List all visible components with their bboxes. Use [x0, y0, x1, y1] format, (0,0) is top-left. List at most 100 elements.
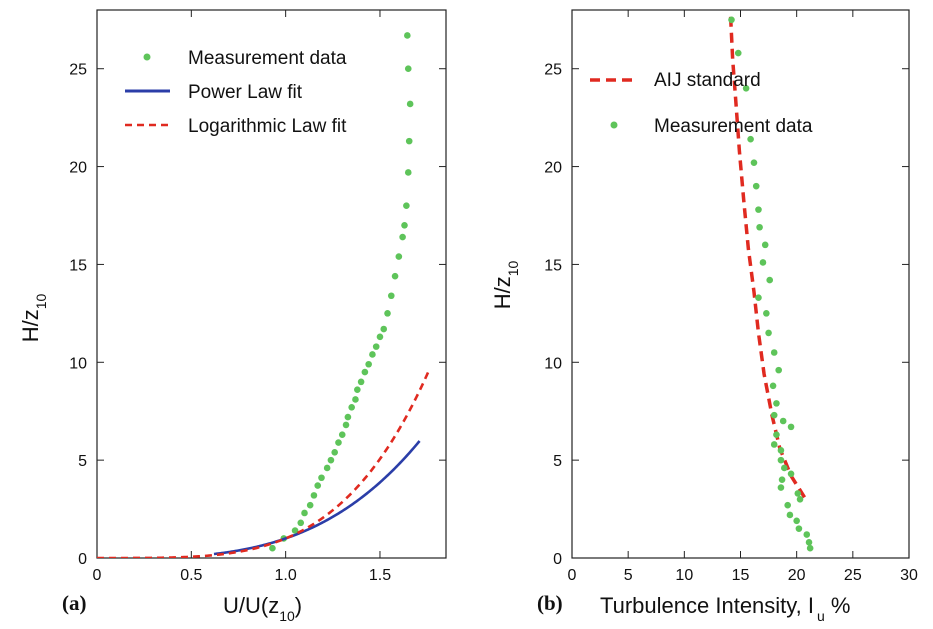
- data-point: [401, 221, 408, 229]
- data-point: [784, 501, 791, 509]
- data-point: [269, 544, 276, 552]
- plot-area: [728, 11, 814, 552]
- y-tick-label: 20: [544, 160, 562, 177]
- data-point: [752, 182, 760, 190]
- data-point: [365, 360, 372, 368]
- data-point: [773, 400, 780, 407]
- data-point: [301, 509, 308, 517]
- panel-a-ticks: 0 0.5 1.0 1.5 0 5 10 15 20 25: [69, 10, 446, 584]
- data-point: [380, 325, 388, 333]
- series-line-power-law-fit: [213, 440, 421, 556]
- panel-b-plot-frame: [571, 9, 910, 559]
- legend-aij-label: AIJ standard: [654, 70, 761, 91]
- y-tick-label: 15: [544, 257, 562, 274]
- x-tick-label: 5: [624, 567, 633, 584]
- data-point: [403, 202, 410, 210]
- data-point: [406, 100, 414, 108]
- data-point: [335, 439, 342, 446]
- x-tick-label: 1.5: [369, 567, 391, 584]
- x-tick-label: 30: [900, 567, 918, 584]
- panel-b-marks: [728, 11, 814, 552]
- data-point: [348, 404, 355, 411]
- data-point: [376, 333, 384, 341]
- data-point: [291, 527, 299, 534]
- data-point: [795, 525, 803, 532]
- data-point: [770, 411, 778, 419]
- data-point: [387, 292, 395, 300]
- data-point: [778, 476, 786, 484]
- data-point: [770, 349, 778, 356]
- x-tick-label: 10: [675, 567, 693, 584]
- data-point: [761, 241, 769, 249]
- data-point: [769, 382, 777, 390]
- data-point: [344, 413, 352, 421]
- x-tick-label: 20: [788, 567, 806, 584]
- y-tick-label: 25: [69, 62, 87, 79]
- x-tick-label: 0.5: [180, 567, 202, 584]
- data-point: [310, 492, 318, 499]
- data-point: [787, 470, 795, 478]
- x-tick-label: 25: [844, 567, 862, 584]
- data-point: [734, 49, 742, 57]
- panel-a-marks: [97, 32, 431, 558]
- data-point: [372, 343, 380, 350]
- x-tick-label: 0: [568, 567, 577, 584]
- data-point: [352, 396, 359, 403]
- legend-power-label: Power Law fit: [188, 82, 303, 103]
- y-tick-label: 5: [78, 453, 87, 470]
- y-tick-label: 15: [69, 257, 87, 274]
- x-tick-label: 0: [93, 567, 102, 584]
- data-point: [805, 539, 813, 546]
- y-tick-label: 5: [553, 453, 562, 470]
- y-tick-label: 10: [544, 355, 562, 372]
- legend-measurement-marker: [143, 53, 151, 61]
- data-point: [775, 366, 782, 374]
- y-tick-label: 20: [69, 160, 87, 177]
- data-point: [765, 329, 772, 337]
- data-point: [779, 417, 787, 425]
- data-point: [297, 519, 305, 527]
- data-point: [787, 423, 795, 431]
- data-point: [794, 490, 802, 497]
- plot-area: [97, 32, 431, 558]
- legend-measurement-b-marker: [610, 121, 618, 129]
- x-tick-label: 1.0: [275, 567, 297, 584]
- data-point: [391, 272, 399, 280]
- panel-a-y-axis-title: H/z10: [18, 294, 49, 343]
- legend-measurement-b-label: Measurement data: [654, 116, 813, 137]
- data-point: [803, 531, 811, 538]
- data-point: [773, 431, 780, 439]
- panel-b-y-axis-title: H/z10: [490, 261, 521, 310]
- data-point: [786, 511, 794, 519]
- panel-a-x-axis-title: U/U(z10): [223, 593, 302, 624]
- y-tick-label: 0: [553, 551, 562, 568]
- y-tick-label: 25: [544, 62, 562, 79]
- series-line-logarithmic-law-fit: [97, 369, 431, 558]
- data-point: [331, 449, 338, 456]
- data-point: [338, 431, 346, 439]
- legend-measurement-label: Measurement data: [188, 48, 347, 69]
- data-point: [766, 276, 774, 284]
- data-point: [777, 447, 785, 454]
- panel-a-chart: 0 0.5 1.0 1.5 0 5 10 15 20 25 Measurement data Po…: [18, 9, 447, 624]
- data-point: [755, 206, 762, 213]
- data-point: [747, 135, 754, 143]
- data-point: [399, 233, 406, 241]
- data-point: [777, 484, 785, 491]
- legend-log-label: Logarithmic Law fit: [188, 116, 347, 137]
- data-point: [384, 310, 391, 317]
- data-point: [327, 456, 335, 464]
- data-point: [323, 464, 331, 472]
- data-point: [759, 259, 767, 266]
- panel-a-plot-frame: [96, 9, 447, 559]
- data-point: [770, 441, 778, 448]
- data-point: [354, 386, 361, 393]
- panel-b-chart: 0 5 10 15 20 25 30 0 5 10 15 20 25 AIJ standard Meas…: [490, 9, 918, 624]
- data-point: [750, 159, 758, 166]
- data-point: [728, 16, 735, 24]
- data-point: [404, 169, 412, 176]
- y-tick-label: 0: [78, 551, 87, 568]
- y-tick-label: 10: [69, 355, 87, 372]
- data-point: [756, 223, 763, 231]
